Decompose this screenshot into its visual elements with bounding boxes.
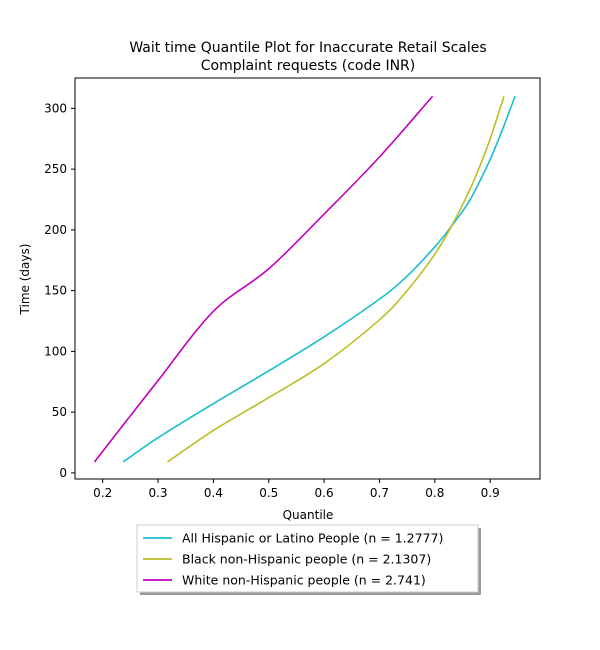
- y-tick-label: 50: [52, 405, 67, 419]
- x-tick-label: 0.7: [370, 486, 389, 500]
- series-line-1: [122, 95, 516, 463]
- x-tick-label: 0.9: [481, 486, 500, 500]
- x-tick-label: 0.2: [93, 486, 112, 500]
- y-tick-label: 300: [44, 101, 67, 115]
- legend-label-1: All Hispanic or Latino People (n = 1.277…: [182, 531, 443, 546]
- series-line-2: [166, 95, 505, 463]
- y-tick-label: 200: [44, 223, 67, 237]
- axes-frame: [74, 77, 541, 480]
- x-tick-label: 0.6: [315, 486, 334, 500]
- series-line-3: [93, 95, 434, 463]
- x-axis-label: Quantile: [283, 508, 334, 522]
- legend-label-3: White non-Hispanic people (n = 2.741): [182, 573, 426, 588]
- y-tick-label: 100: [44, 344, 67, 358]
- x-tick-label: 0.3: [148, 486, 167, 500]
- y-axis-ticks: 0 50 100 150 200 250 300: [44, 101, 75, 480]
- x-tick-label: 0.8: [425, 486, 444, 500]
- y-axis-label: Time (days): [18, 244, 32, 316]
- x-tick-label: 0.4: [204, 486, 223, 500]
- series-layer: [93, 95, 516, 463]
- legend-label-2: Black non-Hispanic people (n = 2.1307): [182, 552, 431, 567]
- chart-title-line2: Complaint requests (code INR): [201, 58, 415, 74]
- legend-items: All Hispanic or Latino People (n = 1.277…: [143, 531, 443, 588]
- y-tick-label: 0: [59, 466, 67, 480]
- legend: All Hispanic or Latino People (n = 1.277…: [136, 524, 481, 595]
- y-tick-label: 150: [44, 284, 67, 298]
- legend-box: [136, 524, 479, 593]
- x-axis-ticks: 0.2 0.3 0.4 0.5 0.6 0.7 0.8 0.9: [93, 479, 500, 500]
- y-tick-label: 250: [44, 162, 67, 176]
- plot-area: [75, 78, 540, 479]
- x-tick-label: 0.5: [259, 486, 278, 500]
- chart-title-line1: Wait time Quantile Plot for Inaccurate R…: [129, 40, 486, 56]
